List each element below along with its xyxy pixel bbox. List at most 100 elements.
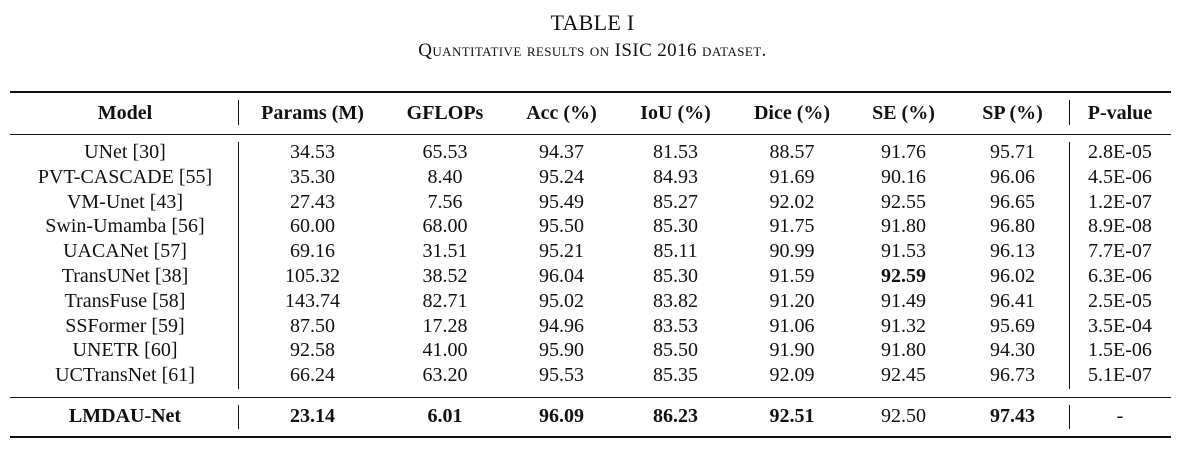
cell-acc: 94.37 [539,141,584,163]
cell-params: 87.50 [290,314,335,337]
cell-dice: 92.02 [769,190,815,213]
table-row: SSFormer [59] 87.50 17.28 94.96 83.53 91.06 91… [10,314,1171,338]
cell-sp: 94.30 [990,339,1035,362]
cell-acc: 95.50 [539,215,584,238]
cell-gflops: 68.00 [422,215,468,238]
cell-sp: 95.69 [990,314,1035,337]
cell-acc: 95.53 [539,364,584,387]
column-separator [1069,405,1070,429]
column-separator [238,405,239,429]
cell-gflops: 63.20 [422,364,468,387]
header-dice: Dice (%) [753,102,831,124]
summary-cell-p-value: - [1116,405,1124,427]
summary-cell-gflops: 6.01 [427,405,463,427]
summary-cell-dice: 92.51 [769,405,815,427]
cell-dice: 88.57 [769,141,815,163]
cell-gflops: 31.51 [422,240,468,263]
table-header-row: Model Params (M) GFLOPs Acc (%) IoU (%) … [10,99,1171,127]
cell-model: UNet [30] [84,141,166,163]
header-acc: Acc (%) [526,102,597,124]
cell-dice: 91.59 [769,265,815,287]
header-se: SE (%) [872,102,935,124]
table-row: UNETR [60] 92.58 41.00 95.90 85.50 91.90 91.80… [10,338,1171,362]
summary-cell-params: 23.14 [290,405,335,427]
cell-model: PVT-CASCADE [55] [37,165,213,188]
table-summary-rule [10,397,1171,398]
cell-model: UACANet [57] [63,240,187,263]
cell-dice: 91.06 [769,314,815,337]
header-gflops: GFLOPs [406,102,484,124]
cell-params: 34.53 [290,141,335,163]
cell-se: 92.55 [881,190,926,213]
cell-params: 69.16 [290,240,335,263]
table-row: UNet [30] 34.53 65.53 94.37 81.53 88.57 91.76 9… [10,140,1171,164]
cell-se: 91.49 [881,289,926,312]
cell-iou: 85.27 [653,190,698,213]
cell-se: 91.32 [881,314,926,337]
cell-sp: 96.06 [990,165,1035,188]
cell-iou: 85.11 [653,240,698,263]
cell-iou: 85.30 [653,265,698,287]
cell-params: 66.24 [290,364,335,387]
table-row: Swin-Umamba [56] 60.00 68.00 95.50 85.30 91.7… [10,214,1171,238]
cell-acc: 95.24 [539,165,584,188]
cell-acc: 95.90 [539,339,584,362]
cell-se: 91.53 [881,240,926,263]
table-row: PVT-CASCADE [55] 35.30 8.40 95.24 84.93 91.69… [10,165,1171,189]
cell-dice: 91.20 [769,289,815,312]
cell-iou: 84.93 [653,165,698,188]
cell-params: 27.43 [290,190,335,213]
table-summary-row: LMDAU-Net 23.14 6.01 96.09 86.23 92.51 92.50 97… [10,402,1171,430]
cell-sp: 96.02 [990,265,1035,287]
cell-dice: 92.09 [769,364,815,387]
header-model: Model [97,102,153,124]
table-top-rule [10,91,1171,93]
cell-model: UCTransNet [61] [55,364,195,387]
cell-gflops: 38.52 [422,265,468,287]
cell-params: 35.30 [290,165,335,188]
table-bottom-rule [10,436,1171,438]
summary-cell-se: 92.50 [881,405,926,427]
cell-p-value: 5.1E-07 [1088,364,1152,387]
cell-model: TransUNet [38] [61,265,189,287]
cell-model: VM-Unet [43] [66,190,184,213]
cell-p-value: 3.5E-04 [1088,314,1152,337]
cell-iou: 83.82 [653,289,698,312]
cell-se: 91.76 [881,141,926,163]
cell-iou: 83.53 [653,314,698,337]
header-p-value: P-value [1087,102,1153,124]
cell-iou: 85.35 [653,364,698,387]
column-separator [238,142,239,389]
table-header-rule [10,134,1171,135]
cell-acc: 95.49 [539,190,584,213]
table-number: TABLE I [550,10,635,35]
cell-se: 91.80 [881,339,926,362]
cell-acc: 94.96 [539,314,584,337]
cell-p-value: 7.7E-07 [1088,240,1152,263]
column-separator [1069,100,1070,125]
cell-se: 92.45 [881,364,926,387]
cell-p-value: 2.5E-05 [1088,289,1152,312]
cell-gflops: 7.56 [427,190,463,213]
table-row: UACANet [57] 69.16 31.51 95.21 85.11 90.99 91.… [10,239,1171,263]
cell-params: 143.74 [285,289,340,312]
cell-p-value: 8.9E-08 [1088,215,1152,238]
table-title: Quantitative results on ISIC 2016 datase… [418,40,767,61]
table-row: VM-Unet [43] 27.43 7.56 95.49 85.27 92.02 92.5… [10,190,1171,214]
cell-gflops: 41.00 [422,339,468,362]
cell-gflops: 17.28 [422,314,468,337]
summary-cell-iou: 86.23 [653,405,698,427]
cell-sp: 96.73 [990,364,1035,387]
cell-model: Swin-Umamba [56] [45,215,205,238]
cell-sp: 95.71 [990,141,1035,163]
cell-se: 91.80 [881,215,926,238]
cell-p-value: 4.5E-06 [1088,165,1152,188]
table-row: TransFuse [58] 143.74 82.71 95.02 83.82 91.20… [10,289,1171,313]
cell-dice: 91.69 [769,165,815,188]
cell-model: TransFuse [58] [64,289,186,312]
cell-params: 105.32 [285,265,340,287]
cell-iou: 85.30 [653,215,698,238]
cell-gflops: 82.71 [422,289,468,312]
cell-p-value: 2.8E-05 [1088,141,1152,163]
header-params: Params (M) [261,102,364,124]
